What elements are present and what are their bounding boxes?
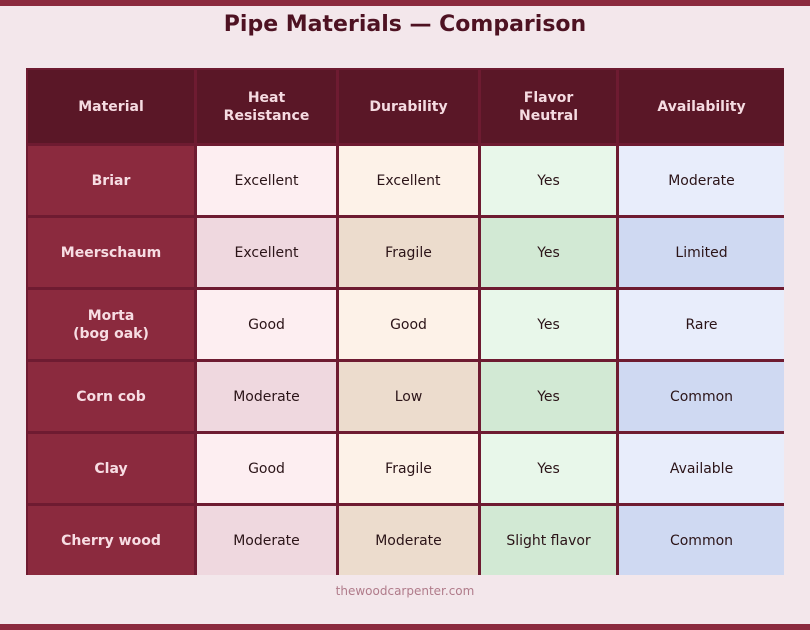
column-header-flavor-neutral: Flavor Neutral — [481, 70, 616, 143]
cell-durability: Moderate — [339, 506, 478, 575]
cell-flavor-neutral: Slight flavor — [481, 506, 616, 575]
row-label-material: Corn cob — [28, 362, 194, 431]
column-header-durability: Durability — [339, 70, 478, 143]
cell-durability: Fragile — [339, 218, 478, 287]
cell-flavor-neutral: Yes — [481, 146, 616, 215]
cell-heat-resistance: Moderate — [197, 506, 336, 575]
cell-heat-resistance: Good — [197, 434, 336, 503]
top-accent-bar — [0, 0, 810, 6]
cell-flavor-neutral: Yes — [481, 362, 616, 431]
cell-durability: Good — [339, 290, 478, 359]
cell-durability: Excellent — [339, 146, 478, 215]
cell-heat-resistance: Moderate — [197, 362, 336, 431]
row-label-material: Morta (bog oak) — [28, 290, 194, 359]
row-label-material: Clay — [28, 434, 194, 503]
cell-heat-resistance: Excellent — [197, 146, 336, 215]
page-title: Pipe Materials — Comparison — [223, 12, 587, 37]
cell-durability: Fragile — [339, 434, 478, 503]
column-header-availability: Availability — [619, 70, 784, 143]
cell-flavor-neutral: Yes — [481, 290, 616, 359]
cell-availability: Moderate — [619, 146, 784, 215]
cell-durability: Low — [339, 362, 478, 431]
cell-flavor-neutral: Yes — [481, 434, 616, 503]
bottom-accent-bar — [0, 624, 810, 630]
row-label-material: Cherry wood — [28, 506, 194, 575]
cell-heat-resistance: Good — [197, 290, 336, 359]
cell-heat-resistance: Excellent — [197, 218, 336, 287]
column-header-material: Material — [28, 70, 194, 143]
cell-availability: Common — [619, 506, 784, 575]
cell-availability: Available — [619, 434, 784, 503]
cell-availability: Rare — [619, 290, 784, 359]
cell-flavor-neutral: Yes — [481, 218, 616, 287]
source-credit: thewoodcarpenter.com — [335, 584, 475, 598]
row-label-material: Meerschaum — [28, 218, 194, 287]
row-label-material: Briar — [28, 146, 194, 215]
column-header-heat-resistance: Heat Resistance — [197, 70, 336, 143]
cell-availability: Common — [619, 362, 784, 431]
cell-availability: Limited — [619, 218, 784, 287]
comparison-table: Material Heat Resistance Durability Flav… — [26, 68, 784, 575]
